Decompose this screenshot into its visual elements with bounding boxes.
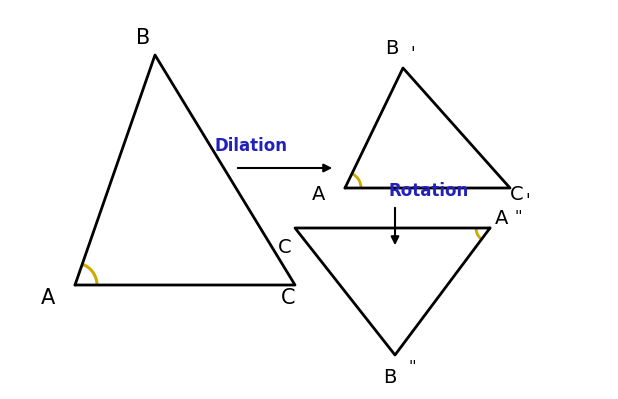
Text: B: B: [136, 28, 150, 48]
Text: ': ': [410, 45, 415, 63]
Text: A: A: [495, 209, 509, 227]
Text: '': '': [408, 360, 417, 375]
Text: C: C: [281, 288, 295, 308]
Text: A: A: [311, 186, 325, 205]
Text: C: C: [278, 238, 292, 257]
Text: '': '': [514, 210, 522, 225]
Text: B: B: [383, 368, 397, 387]
Text: Dilation: Dilation: [215, 137, 288, 155]
Text: ': ': [525, 192, 530, 210]
Text: B: B: [385, 38, 399, 57]
Text: C: C: [510, 186, 523, 205]
Text: A: A: [41, 288, 55, 308]
Text: Rotation: Rotation: [388, 182, 468, 200]
